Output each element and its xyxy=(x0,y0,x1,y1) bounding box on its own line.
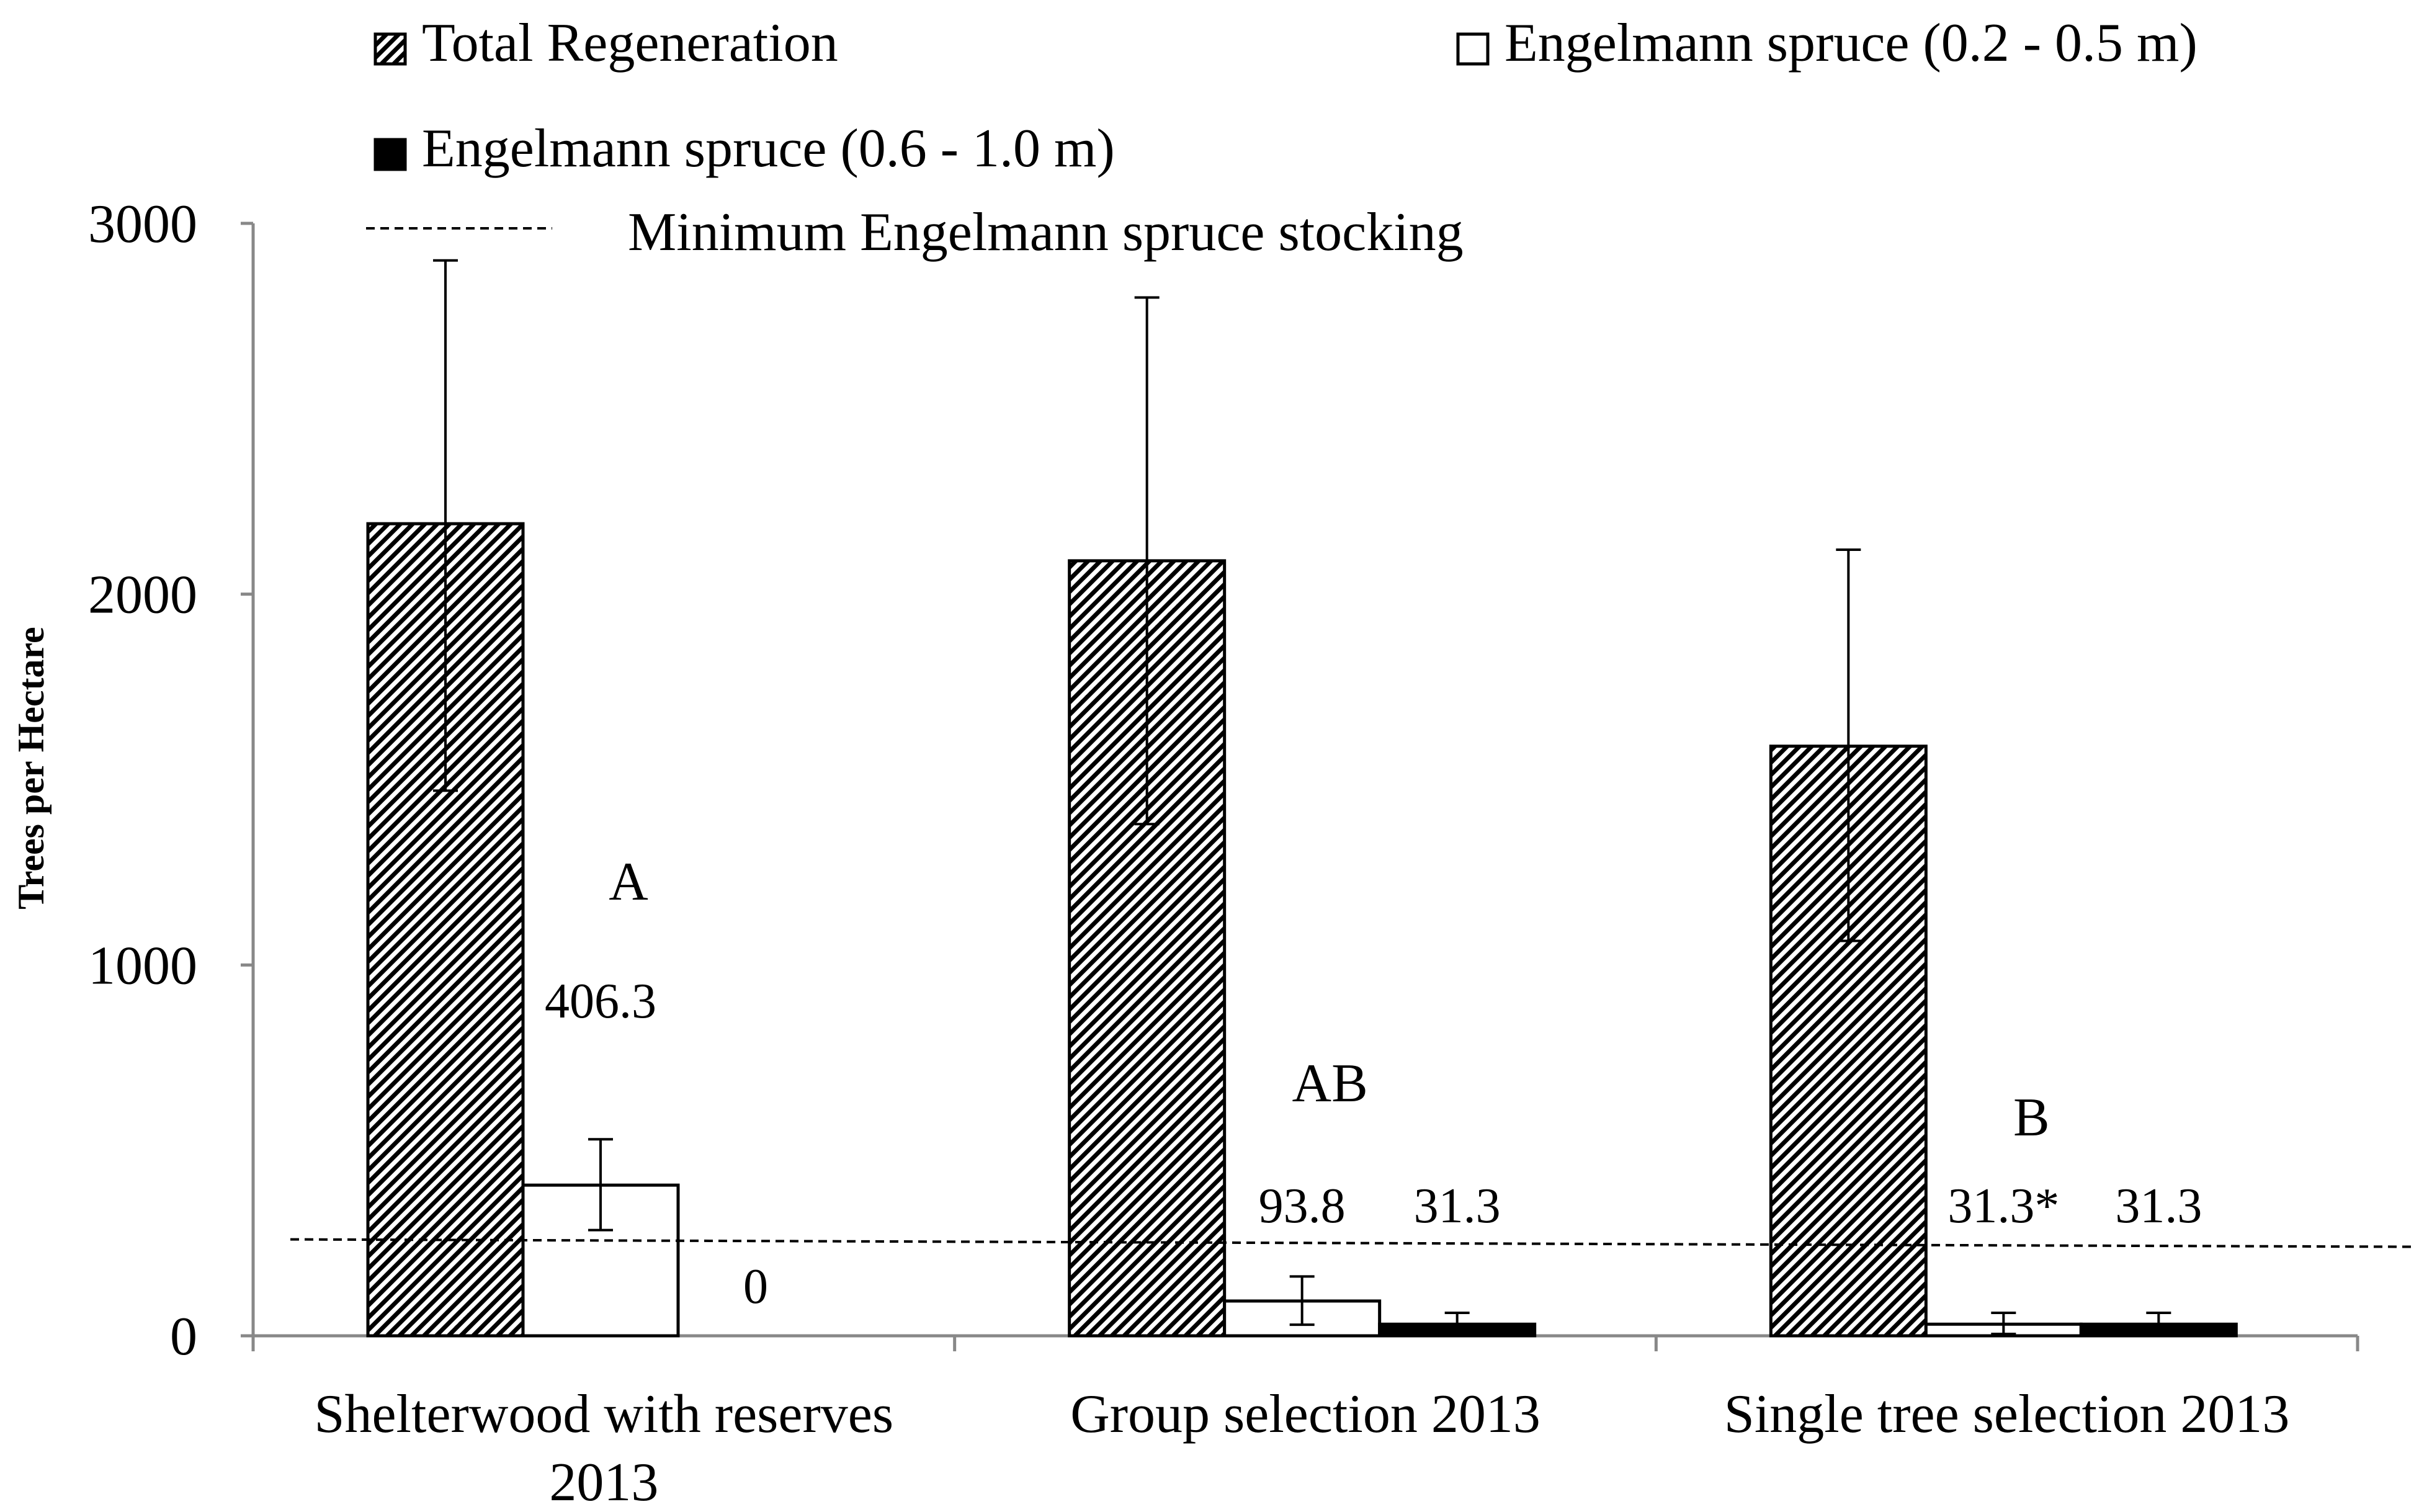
y-ticks: 0 1000 2000 3000 xyxy=(88,194,253,1367)
legend-label-min-stocking: Minimum Engelmann spruce stocking xyxy=(628,202,1464,262)
y-tick-label: 2000 xyxy=(88,565,197,625)
data-label: 31.3* xyxy=(1947,1179,2059,1233)
legend-label-spruce-large: Engelmann spruce (0.6 - 1.0 m) xyxy=(422,119,1115,179)
data-label: 406.3 xyxy=(545,974,656,1029)
data-label: 0 xyxy=(743,1259,768,1314)
y-tick-label: 0 xyxy=(170,1307,197,1367)
data-label: 31.3 xyxy=(2115,1179,2202,1233)
x-tick-label: 2013 xyxy=(549,1452,658,1512)
group-letter: AB xyxy=(1292,1053,1368,1114)
legend-swatch-spruce-large xyxy=(373,138,407,171)
y-tick-label: 1000 xyxy=(88,936,197,996)
x-ticks: Shelterwood with reserves 2013 Group selec… xyxy=(251,1336,2359,1512)
legend-swatch-spruce-small xyxy=(1456,32,1490,66)
min-stocking-line xyxy=(290,1238,2414,1248)
legend-label-spruce-small: Engelmann spruce (0.2 - 0.5 m) xyxy=(1505,13,2198,73)
x-tick-label: Single tree selection 2013 xyxy=(1724,1384,2290,1444)
legend-label-total-regeneration: Total Regeneration xyxy=(422,13,838,73)
x-tick-label: Shelterwood with reserves xyxy=(315,1384,894,1444)
group-letter: B xyxy=(2013,1088,2050,1148)
data-label: 31.3 xyxy=(1414,1179,1501,1233)
reference-line xyxy=(290,1238,2414,1248)
legend-swatch-total-regeneration xyxy=(373,32,407,66)
bars xyxy=(366,259,2238,1338)
group-letter: A xyxy=(609,852,648,912)
legend: Total Regeneration Engelmann spruce (0.2… xyxy=(366,13,2198,262)
y-axis-title: Trees per Hectare xyxy=(11,627,51,909)
data-labels: 406.3 93.8 31.3* 0 31.3 31.3 A AB B xyxy=(545,852,2202,1314)
y-tick-label: 3000 xyxy=(88,194,197,254)
x-tick-label: Group selection 2013 xyxy=(1070,1384,1540,1444)
data-label: 93.8 xyxy=(1259,1179,1346,1233)
